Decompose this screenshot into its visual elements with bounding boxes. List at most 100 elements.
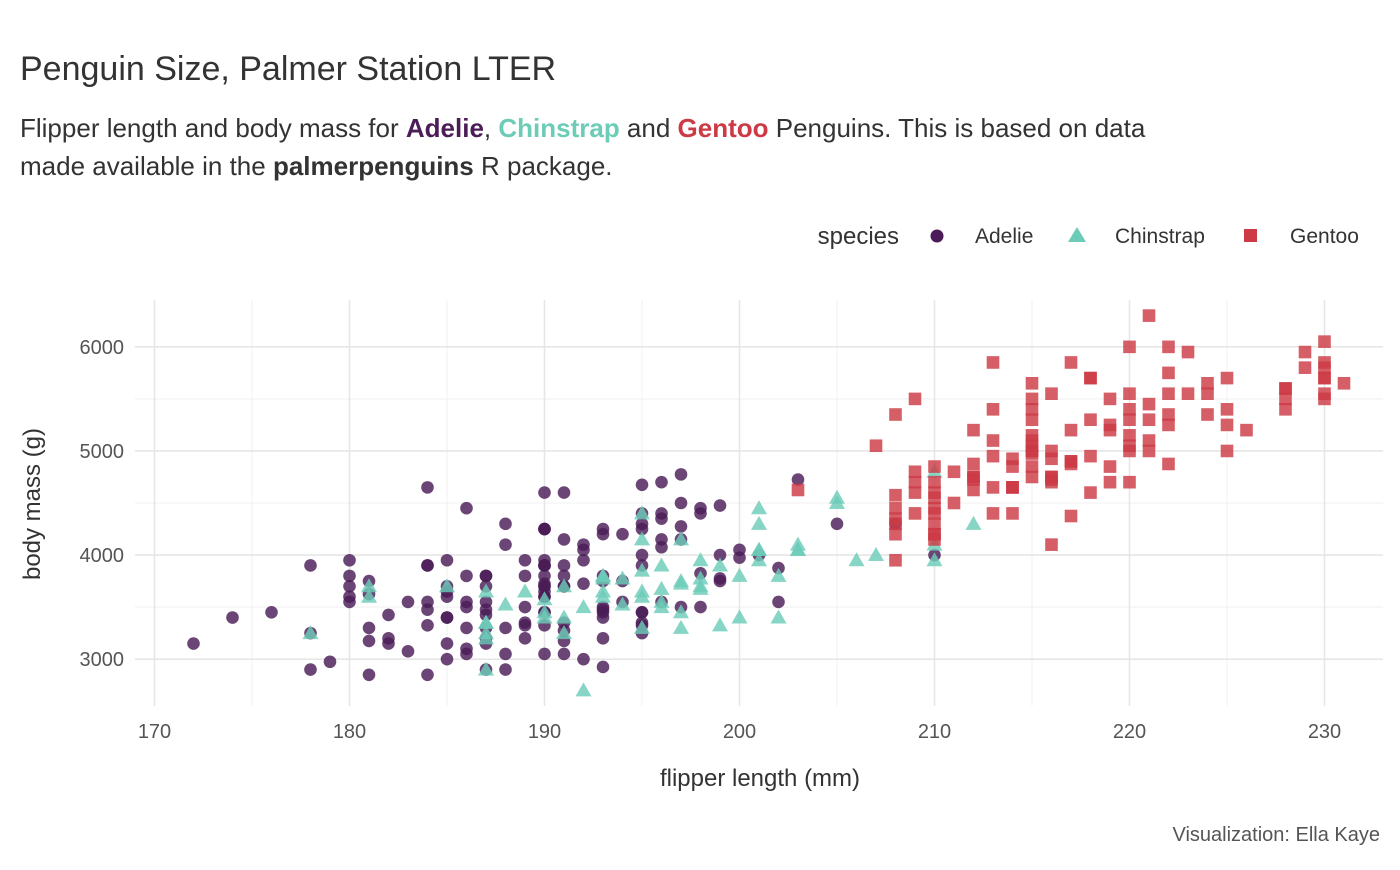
point-chinstrap	[634, 583, 650, 598]
legend-marker-chinstrap	[1068, 227, 1086, 242]
point-gentoo	[1045, 473, 1058, 486]
point-adelie	[460, 595, 473, 609]
subtitle-text-2: made available in the	[20, 151, 273, 181]
point-gentoo	[1142, 397, 1156, 411]
point-gentoo	[791, 483, 805, 497]
legend-marker-adelie	[930, 229, 944, 243]
point-adelie	[596, 522, 610, 536]
point-chinstrap	[614, 596, 631, 611]
point-adelie	[343, 569, 356, 583]
point-adelie	[538, 486, 551, 499]
point-adelie	[382, 608, 395, 622]
point-gentoo	[1123, 444, 1136, 458]
point-adelie	[440, 652, 454, 666]
point-gentoo	[1025, 376, 1039, 390]
point-chinstrap	[712, 557, 728, 572]
point-gentoo	[889, 553, 902, 567]
point-gentoo	[889, 527, 902, 541]
subtitle-comma: ,	[484, 113, 498, 143]
point-gentoo	[1123, 340, 1136, 354]
point-gentoo	[1123, 403, 1136, 416]
point-gentoo	[967, 470, 980, 484]
point-gentoo	[889, 501, 902, 515]
point-gentoo	[1298, 361, 1312, 374]
point-gentoo	[1181, 387, 1195, 400]
point-gentoo	[1318, 335, 1331, 348]
point-gentoo	[1181, 345, 1195, 359]
point-adelie	[655, 475, 668, 489]
point-adelie	[518, 553, 532, 567]
point-gentoo	[1337, 376, 1351, 390]
point-adelie	[557, 559, 571, 572]
point-gentoo	[1318, 392, 1331, 406]
point-adelie	[187, 637, 200, 650]
point-adelie	[499, 621, 512, 635]
point-chinstrap	[868, 547, 884, 562]
point-chinstrap	[692, 552, 709, 567]
point-adelie	[362, 634, 376, 648]
point-gentoo	[1064, 356, 1078, 369]
point-adelie	[674, 496, 688, 510]
y-axis-ticks: 3000 4000 5000 6000	[80, 337, 125, 671]
point-adelie	[421, 481, 434, 494]
point-chinstrap	[439, 578, 455, 593]
point-gentoo	[1162, 408, 1175, 421]
point-gentoo	[967, 457, 980, 471]
point-gentoo	[1279, 382, 1292, 395]
point-gentoo	[1142, 434, 1156, 447]
point-gentoo	[1025, 470, 1039, 484]
point-adelie	[401, 645, 415, 658]
point-chinstrap	[692, 580, 709, 595]
point-chinstrap	[653, 557, 670, 572]
point-adelie	[655, 540, 668, 554]
point-adelie	[713, 499, 727, 512]
point-adelie	[499, 647, 512, 661]
point-gentoo	[1279, 392, 1292, 406]
point-gentoo	[986, 507, 1000, 520]
point-gentoo	[1103, 392, 1117, 406]
point-gentoo	[869, 439, 883, 453]
point-adelie	[460, 501, 473, 515]
point-gentoo	[1025, 392, 1039, 406]
point-adelie	[440, 637, 454, 650]
point-adelie	[401, 595, 415, 609]
point-gentoo	[1142, 309, 1156, 322]
point-adelie	[479, 603, 493, 617]
x-tick-label: 210	[918, 721, 951, 743]
point-chinstrap	[965, 515, 982, 530]
point-gentoo	[908, 507, 922, 520]
point-gentoo	[1220, 371, 1234, 385]
point-gentoo	[1201, 408, 1214, 421]
point-adelie	[460, 621, 473, 635]
subtitle-text: Flipper length and body mass for	[20, 113, 406, 143]
point-adelie	[362, 621, 376, 635]
chart-title: Penguin Size, Palmer Station LTER	[20, 50, 556, 88]
point-adelie	[557, 533, 571, 546]
point-gentoo	[908, 486, 922, 499]
point-gentoo	[1123, 387, 1136, 400]
chart-subtitle-line-2: made available in the palmerpenguins R p…	[20, 151, 613, 181]
point-chinstrap	[751, 552, 767, 567]
point-chinstrap	[673, 573, 689, 588]
point-adelie	[518, 619, 532, 632]
point-gentoo	[1025, 447, 1039, 460]
point-chinstrap	[653, 599, 670, 614]
point-gentoo	[908, 392, 922, 406]
point-gentoo	[1103, 475, 1117, 489]
point-adelie	[304, 559, 317, 572]
point-gentoo	[1123, 429, 1136, 442]
point-gentoo	[1220, 444, 1234, 458]
point-gentoo	[1240, 423, 1253, 437]
point-chinstrap	[673, 604, 689, 619]
point-gentoo	[908, 475, 922, 489]
point-gentoo	[1025, 434, 1039, 447]
x-axis-title: flipper length (mm)	[660, 765, 860, 792]
point-chinstrap	[556, 625, 572, 640]
x-tick-label: 230	[1308, 721, 1341, 743]
x-tick-label: 200	[723, 721, 756, 743]
point-adelie	[596, 660, 610, 674]
point-adelie	[577, 553, 590, 567]
subtitle-package: palmerpenguins	[273, 151, 474, 181]
point-chinstrap	[770, 609, 787, 624]
